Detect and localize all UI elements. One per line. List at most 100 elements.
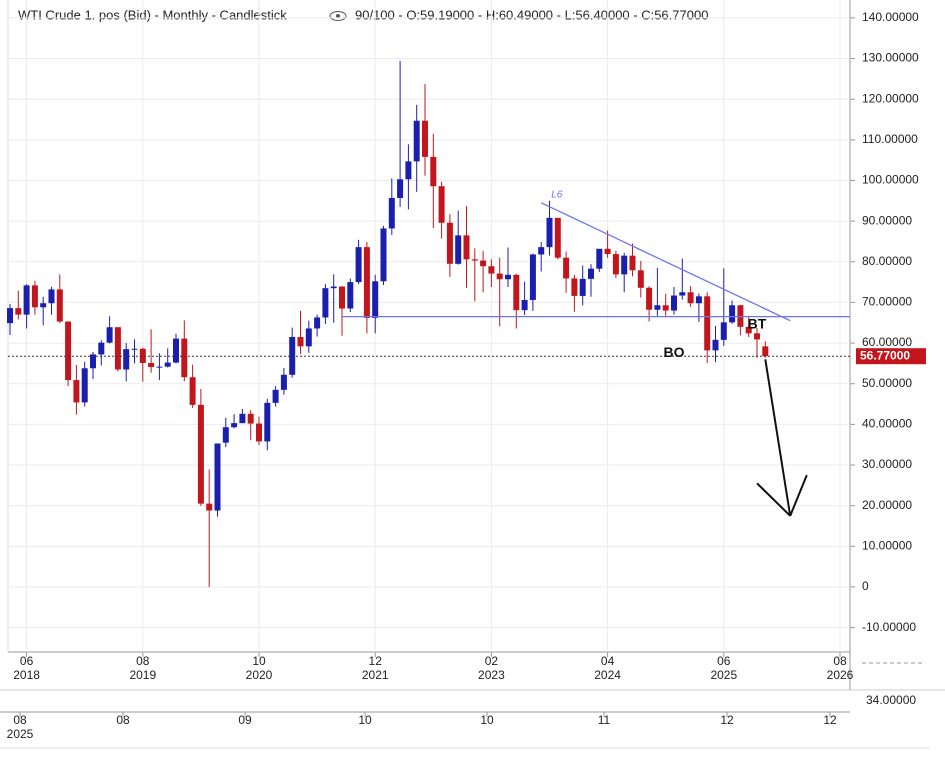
candle-body [65,321,72,381]
candle-body [181,338,188,378]
y-tick-label: 10.00000 [862,538,912,552]
y-tick-label: 40.00000 [862,417,912,431]
candle-body [114,327,121,370]
candle-body [347,282,354,309]
eye-pupil [336,14,340,18]
x-tick-year: 2025 [710,668,737,682]
last-price-box [856,348,926,365]
candle-body [505,274,511,280]
candle-body [488,266,495,274]
candle-body [81,368,88,403]
annotation: BT [748,315,767,331]
candle-body [679,292,686,296]
candle-body [264,402,271,442]
candle-body [513,274,520,311]
candle-body [123,349,130,370]
x-tick-label: 04 [601,654,615,668]
candle-body [363,247,370,318]
x-tick-label: 12 [369,654,383,668]
x-tick-label: 06 [20,654,34,668]
x-tick-label: 02 [485,654,499,668]
candle-body [314,317,321,329]
candle-body [164,362,171,367]
navigator-tick-label: 08 [116,713,130,727]
x-tick-label: 08 [833,654,847,668]
candle-body [297,336,304,347]
x-tick-year: 2020 [246,668,273,682]
y-tick-label: 50.00000 [862,376,912,390]
y-tick-label: 90.00000 [862,213,912,227]
annotation: BO [664,344,685,360]
x-tick-year: 2019 [129,668,156,682]
candle-body [206,503,213,511]
candle-body [604,248,611,255]
candle-body [231,423,238,428]
candle-body [463,235,470,260]
candle-body [538,247,545,255]
candle-body [422,120,428,157]
y-tick-label: 30.00000 [862,457,912,471]
candle-body [413,120,420,162]
candle-body [521,299,528,311]
candle-body [56,289,63,322]
x-tick-label: 10 [252,654,266,668]
y-tick-label: 70.00000 [862,295,912,309]
x-tick-year: 2021 [362,668,389,682]
trendline [540,202,791,322]
candle-body [131,348,138,350]
candle-body [695,296,702,304]
candle-body [704,296,711,351]
candle-body [388,197,395,229]
candle-body [48,289,55,304]
y-tick-label: 140.00000 [862,10,919,24]
candle-body [612,254,619,275]
candle-body [496,273,503,280]
y-tick-label: 60.00000 [862,335,912,349]
y-tick-label: 0 [862,579,869,593]
candle-body [438,186,445,223]
candle-body [621,255,628,275]
navigator-value: 34.00000 [866,693,916,707]
eye-outline [329,11,347,21]
navigator-tick-year: 2025 [7,727,34,741]
candle-body [256,423,262,442]
header-info: 90/100 - O:59.19000 - H:60.49000 - L:56.… [355,7,708,22]
y-tick-label: 20.00000 [862,498,912,512]
navigator-tick-label: 12 [720,713,734,727]
candle-body [455,235,462,264]
candle-body [305,328,312,347]
candle-body [571,278,578,296]
chart-title: WTI Crude 1. pos (Bid) - Monthly - Candl… [18,7,287,22]
candle-body [405,161,412,180]
y-tick-label: -10.00000 [862,620,916,634]
candle-body [588,268,594,279]
candle-body [397,179,404,198]
trendline-label: L6 [551,189,563,200]
navigator-tick-label: 08 [13,713,27,727]
candle-body [247,413,254,424]
eye-icon [329,11,347,21]
candle-body [762,346,769,357]
y-tick-label: 110.00000 [862,132,918,146]
candle-body [754,333,760,340]
candle-body [139,348,146,363]
y-tick-label: 120.00000 [862,91,919,105]
candle-body [563,257,570,279]
candle-body [745,326,752,334]
candle-body [662,305,669,311]
candle-body [380,228,387,282]
candle-body [712,339,719,351]
candle-body [106,327,113,343]
candle-body [637,270,644,288]
candle-body [729,305,736,323]
candle-body [214,443,221,511]
candle-body [687,292,694,304]
candle-body [339,286,345,309]
candle-body [148,362,155,368]
candle-body [554,217,561,258]
candle-body [189,377,196,405]
candle-body [596,248,603,269]
candle-body [280,374,287,390]
